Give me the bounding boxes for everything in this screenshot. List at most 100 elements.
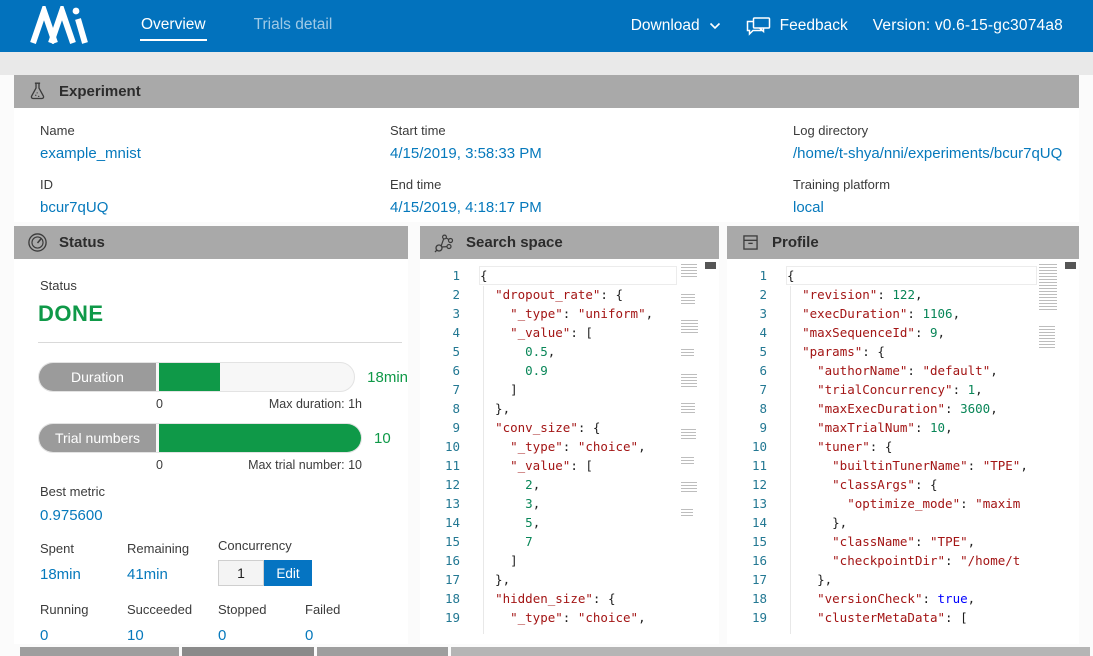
code-line: 2 "dropout_rate": { — [420, 285, 719, 304]
code-line: 8 }, — [420, 399, 719, 418]
counter-value: 0 — [40, 627, 49, 644]
progress-bar-scale: 0 Max duration: 1h — [156, 397, 362, 411]
scrollbar-thumb[interactable] — [1065, 262, 1076, 269]
code-line: 1{ — [727, 266, 1079, 285]
subnav-strip — [0, 52, 1093, 75]
line-number: 7 — [759, 382, 767, 397]
line-number: 1 — [759, 268, 767, 283]
feedback-link[interactable]: Feedback — [746, 16, 848, 36]
code-text: 0.5, — [525, 344, 556, 359]
field-label: Start time — [390, 123, 446, 138]
status-panel-title: Status — [59, 234, 105, 251]
code-text: 5, — [525, 515, 541, 530]
minimap-blob — [681, 457, 694, 466]
line-number: 5 — [452, 344, 460, 359]
code-line: 15 7 — [420, 532, 719, 551]
field-label: Training platform — [793, 177, 891, 192]
nni-logo[interactable] — [30, 6, 88, 46]
line-number: 11 — [751, 458, 767, 473]
code-text: "tuner": { — [817, 439, 893, 454]
code-text: "className": "TPE", — [832, 534, 976, 549]
profile-panel-title: Profile — [772, 234, 819, 251]
code-text: "optimize_mode": "maxim — [847, 496, 1021, 511]
status-field-label: Status — [40, 278, 77, 293]
code-line: 19 "_type": "choice", — [420, 608, 719, 627]
profile-panel-body: 1{2 "revision": 122, 3 "execDuration": 11… — [727, 259, 1079, 644]
code-text: "execDuration": 1106, — [802, 306, 961, 321]
code-text: 7 — [525, 534, 533, 549]
code-line: 9 "conv_size": { — [420, 418, 719, 437]
minimap-blob — [681, 509, 693, 517]
search-space-panel-body: 1{2 "dropout_rate": {3 "_type": "uniform… — [420, 259, 719, 644]
code-text: ] — [480, 382, 518, 397]
code-text: 3, — [525, 496, 541, 511]
minimap-blob — [681, 374, 697, 387]
concurrency-input[interactable] — [218, 560, 264, 586]
line-number: 7 — [452, 382, 460, 397]
nav-tabs: Overview Trials detail — [140, 0, 333, 52]
counter-value: 10 — [127, 627, 144, 644]
nav-tab-overview[interactable]: Overview — [140, 11, 207, 41]
field-value: bcur7qUQ — [40, 199, 109, 216]
bottom-panel-edge — [451, 647, 1090, 656]
counter-value: 0 — [305, 627, 314, 644]
experiment-column: Start time 4/15/2019, 3:58:33 PM End time 4… — [390, 108, 542, 216]
stat-value: 18min — [40, 566, 81, 583]
line-number: 5 — [759, 344, 767, 359]
line-number: 12 — [751, 477, 767, 492]
code-text: "trialConcurrency": 1, — [817, 382, 983, 397]
editor-minimap[interactable] — [1039, 264, 1059, 364]
time-stats: Spent 18min Remaining 41min — [40, 541, 218, 586]
code-line: 7 ] — [420, 380, 719, 399]
time-stats-row: Spent 18min Remaining 41min Concurrency Edi… — [40, 538, 408, 586]
experiment-panel-title: Experiment — [59, 83, 141, 100]
progress-bar-track: Duration — [38, 362, 356, 392]
editor-minimap[interactable] — [681, 264, 701, 533]
code-line: 14 }, — [727, 513, 1079, 532]
code-line: 2 "revision": 122, — [727, 285, 1079, 304]
scale-max-label: Max trial number: 10 — [248, 458, 362, 472]
line-number: 9 — [759, 420, 767, 435]
counter-failed: Failed 0 — [305, 602, 365, 644]
code-text: "revision": 122, — [802, 287, 923, 302]
code-text: "hidden_size": { — [495, 591, 616, 606]
progress-bar-fill — [159, 424, 361, 452]
field-label: Name — [40, 123, 75, 138]
code-text: 2, — [525, 477, 541, 492]
line-number: 11 — [444, 458, 460, 473]
code-text: }, — [787, 572, 833, 587]
download-menu[interactable]: Download — [631, 17, 721, 35]
line-number: 1 — [452, 268, 460, 283]
field-value: 4/15/2019, 4:18:17 PM — [390, 199, 542, 216]
profile-code-editor[interactable]: 1{2 "revision": 122, 3 "execDuration": 11… — [727, 259, 1079, 644]
code-line: 7 "trialConcurrency": 1, — [727, 380, 1079, 399]
feedback-icon — [746, 16, 770, 36]
code-line: 14 5, — [420, 513, 719, 532]
edit-concurrency-button[interactable]: Edit — [264, 560, 312, 586]
experiment-panel: Experiment Name example_mnist ID bcur7qUQ St… — [14, 75, 1079, 222]
line-number: 18 — [444, 591, 460, 606]
profile-panel-header: Profile — [727, 226, 1079, 259]
nav-tab-trials-detail[interactable]: Trials detail — [253, 16, 333, 33]
code-line: 13 "optimize_mode": "maxim — [727, 494, 1079, 513]
code-text: "maxSequenceId": 9, — [802, 325, 946, 340]
code-line: 18 "hidden_size": { — [420, 589, 719, 608]
code-line: 9 "maxTrialNum": 10, — [727, 418, 1079, 437]
code-line: 6 0.9 — [420, 361, 719, 380]
status-panel-body: Status DONE Duration 18min 0 Max duration: … — [14, 259, 408, 644]
code-text: "clusterMetaData": [ — [817, 610, 968, 625]
line-number: 15 — [751, 534, 767, 549]
concurrency-block: Concurrency Edit — [218, 538, 312, 586]
code-line: 3 "execDuration": 1106, — [727, 304, 1079, 323]
stat-value: 41min — [127, 566, 168, 583]
progress-bar-block: Trial numbers 10 0 Max trial number: 10 — [38, 423, 408, 472]
search-space-panel-header: Search space — [420, 226, 719, 259]
line-number: 6 — [759, 363, 767, 378]
status-panel-header: Status — [14, 226, 408, 259]
code-text: "builtinTunerName": "TPE", — [832, 458, 1028, 473]
indent-guide — [790, 286, 791, 634]
search-space-code-editor[interactable]: 1{2 "dropout_rate": {3 "_type": "uniform… — [420, 259, 719, 644]
code-line: 8 "maxExecDuration": 3600, — [727, 399, 1079, 418]
search-space-panel-title: Search space — [466, 234, 563, 251]
scrollbar-thumb[interactable] — [705, 262, 716, 269]
